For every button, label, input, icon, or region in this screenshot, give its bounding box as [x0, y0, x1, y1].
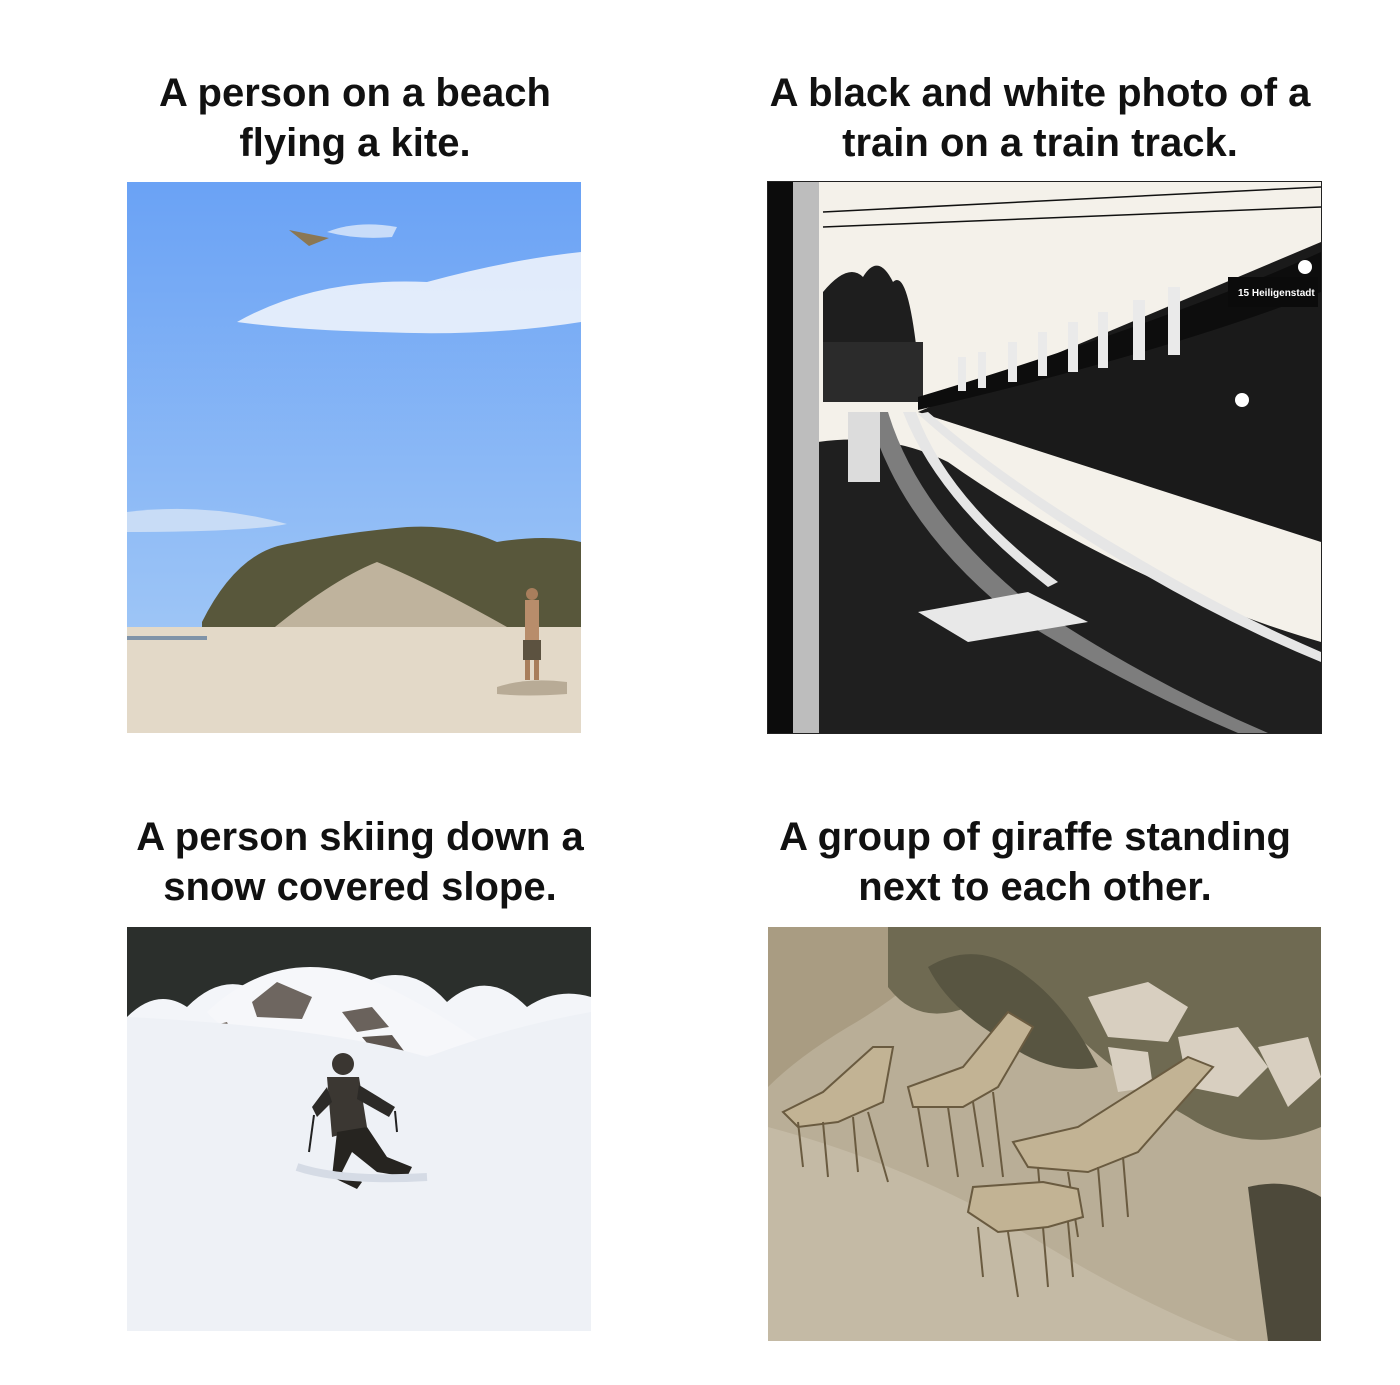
person-figure	[523, 588, 541, 680]
train-destination-sign: 15 Heiligenstadt	[1238, 288, 1315, 299]
giraffes-photo	[768, 927, 1321, 1341]
caption-giraffes: A group of giraffe standing next to each…	[779, 815, 1291, 909]
giraffe-group	[781, 1010, 1215, 1298]
kite-icon	[289, 230, 329, 246]
beach-kite-photo	[127, 182, 581, 733]
caption-skier: A person skiing down a snow covered slop…	[136, 815, 584, 909]
caption-train: A black and white photo of a train on a …	[769, 71, 1311, 165]
caption-beach-kite: A person on a beach flying a kite.	[159, 71, 551, 165]
skier-photo	[127, 927, 591, 1331]
skier-figure	[295, 1053, 428, 1189]
train-track-photo: 15 Heiligenstadt	[767, 181, 1322, 734]
rock-formations	[1088, 982, 1321, 1107]
